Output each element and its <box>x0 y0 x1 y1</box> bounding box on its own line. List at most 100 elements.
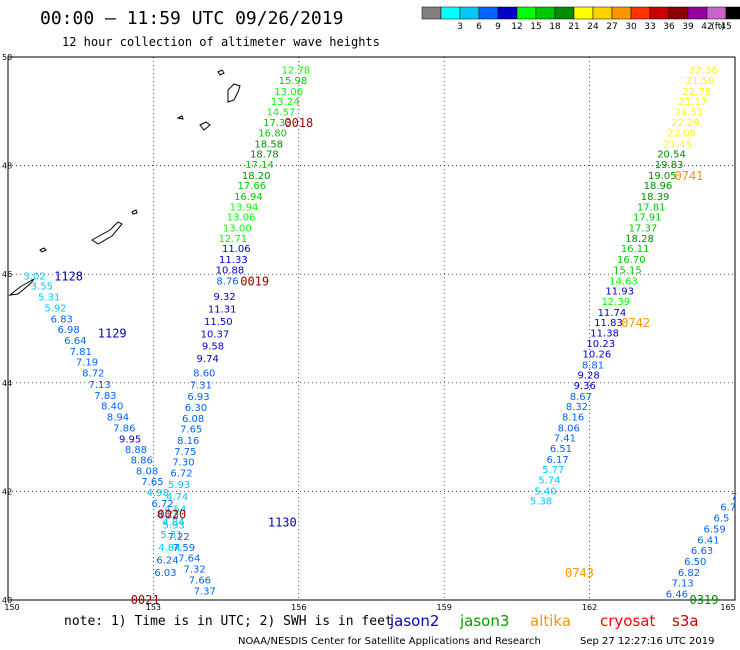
wave-height-value: 18.78 <box>250 150 279 161</box>
wave-height-value: 18.96 <box>644 181 673 192</box>
lon-label: 165 <box>720 603 735 612</box>
wave-height-value: 6.93 <box>187 392 209 403</box>
wave-height-value: 10.23 <box>586 339 615 350</box>
scale-tick-label: 24 <box>587 22 599 32</box>
wave-height-value: 8.67 <box>570 392 592 403</box>
wave-height-value: 5.31 <box>38 293 60 304</box>
wave-height-value: 18.39 <box>641 192 670 203</box>
scale-swatch <box>554 6 575 20</box>
wave-height-value: 8.76 <box>216 276 238 287</box>
scale-tick-label: 45 <box>720 22 731 32</box>
legend-s3a: s3a <box>672 612 699 630</box>
island-shape <box>217 69 225 76</box>
island-shape <box>8 278 35 296</box>
wave-height-value: 11.31 <box>208 304 237 315</box>
lat-label: 46 <box>2 270 12 279</box>
lat-lon-grid <box>8 57 735 600</box>
pass-time-labels: 0018 0741 1128 0019 0742 1129 0020 1130 0743 0021… <box>54 116 718 607</box>
wave-height-value: 22.78 <box>682 87 711 98</box>
scale-tick-label: 39 <box>682 22 694 32</box>
lat-label: 40 <box>2 596 12 605</box>
scale-tick-label: 30 <box>625 22 637 32</box>
map-title: 00:00 – 11:59 UTC 09/26/2019 <box>40 8 343 29</box>
map-area: 12.7815.9813.0613.2414.5717.3316.8018.58… <box>2 53 737 612</box>
wave-height-value: 16.80 <box>258 129 287 140</box>
wave-height-value: 3.55 <box>31 282 53 293</box>
wave-height-value: 17.91 <box>633 213 662 224</box>
wave-height-value: 21.45 <box>663 139 692 150</box>
scale-swatch <box>592 6 613 20</box>
island-shape <box>176 115 184 120</box>
lat-label: 42 <box>2 487 12 496</box>
wave-height-value: 7.31 <box>190 381 212 392</box>
scale-swatch <box>535 6 556 20</box>
wave-height-value: 6.7 <box>720 503 736 514</box>
map-frame <box>7 56 736 601</box>
wave-height-value: 11.38 <box>590 328 619 339</box>
wave-height-value: 15.98 <box>279 76 308 87</box>
wave-height-value: 6.30 <box>185 403 207 414</box>
wave-height-value: 8.81 <box>582 360 604 371</box>
legend-jason2: jason2 <box>389 612 439 630</box>
satellite-legend: jason2 jason3 altika cryosat s3a <box>389 612 699 630</box>
scale-swatch <box>516 6 537 20</box>
scale-swatch <box>706 6 727 20</box>
scale-swatch <box>630 6 651 20</box>
legend-jason3: jason3 <box>459 612 509 630</box>
wave-height-value: 21.17 <box>679 97 708 108</box>
wave-height-value: 6.24 <box>156 555 178 566</box>
wave-height-value: 9.95 <box>119 434 141 445</box>
wave-height-value: 7.13 <box>672 579 694 590</box>
wave-height-value: 8.86 <box>131 455 153 466</box>
wave-height-value: 13.24 <box>271 97 300 108</box>
wave-height-value: 8.16 <box>562 413 584 424</box>
island-shape <box>91 221 123 245</box>
wave-height-value: 4.74 <box>166 492 188 503</box>
wave-height-value: 17.66 <box>237 181 266 192</box>
wave-height-value: 4.84 <box>162 517 184 528</box>
wave-height-value: 7.66 <box>189 575 211 586</box>
wave-height-value: 18.28 <box>625 234 654 245</box>
wave-height-value: 8.08 <box>136 466 158 477</box>
pass-time-label: 1130 <box>268 515 297 529</box>
scale-tick-label: 18 <box>549 22 561 32</box>
wave-height-value: 3.02 <box>24 271 46 282</box>
scale-swatch <box>440 6 461 20</box>
lon-label: 162 <box>582 603 597 612</box>
wave-height-value: 5.92 <box>44 303 66 314</box>
wave-height-value: 9.36 <box>574 381 596 392</box>
wave-height-value: 7.22 <box>167 532 189 543</box>
wave-height-value: 8.23 <box>157 510 179 521</box>
wave-height-value: 12.78 <box>282 66 311 77</box>
scale-tick-label: 12 <box>511 22 522 32</box>
legend-altika: altika <box>530 612 571 630</box>
lon-label: 150 <box>4 603 19 612</box>
wave-height-value: 7.30 <box>172 458 194 469</box>
wave-height-value: 11.33 <box>219 255 248 266</box>
wave-height-value: 9.28 <box>577 371 599 382</box>
wave-height-value: 21.51 <box>675 107 704 118</box>
wave-height-value: 11.93 <box>605 287 634 298</box>
wave-height-value: 9.58 <box>202 341 224 352</box>
wave-height-value: 6.08 <box>182 414 204 425</box>
wave-height-value: 7.32 <box>183 565 205 576</box>
wave-height-value: 6.59 <box>704 524 726 535</box>
pass-time-label: 1129 <box>98 326 127 340</box>
wave-height-value: 7 <box>731 492 737 503</box>
lon-label: 159 <box>437 603 452 612</box>
wave-height-value: 5.93 <box>168 480 190 491</box>
wave-height-value: 17.33 <box>263 118 292 129</box>
wave-height-value: 8.88 <box>125 445 147 456</box>
wave-height-value: 11.06 <box>222 244 251 255</box>
scale-swatch <box>573 6 594 20</box>
wave-height-value: 6.46 <box>666 590 688 601</box>
wave-height-value: 6.83 <box>51 314 73 325</box>
wave-height-value: 5.93 <box>163 521 185 532</box>
pass-time-label: 1128 <box>54 269 83 283</box>
wave-height-value: 22.36 <box>689 66 718 77</box>
wave-height-value: 9.74 <box>197 354 219 365</box>
wave-height-value: 22.28 <box>671 118 700 129</box>
wave-height-value: 6.50 <box>684 557 706 568</box>
wave-height-value: 14.57 <box>267 107 296 118</box>
wave-height-value: 13.00 <box>223 224 252 235</box>
